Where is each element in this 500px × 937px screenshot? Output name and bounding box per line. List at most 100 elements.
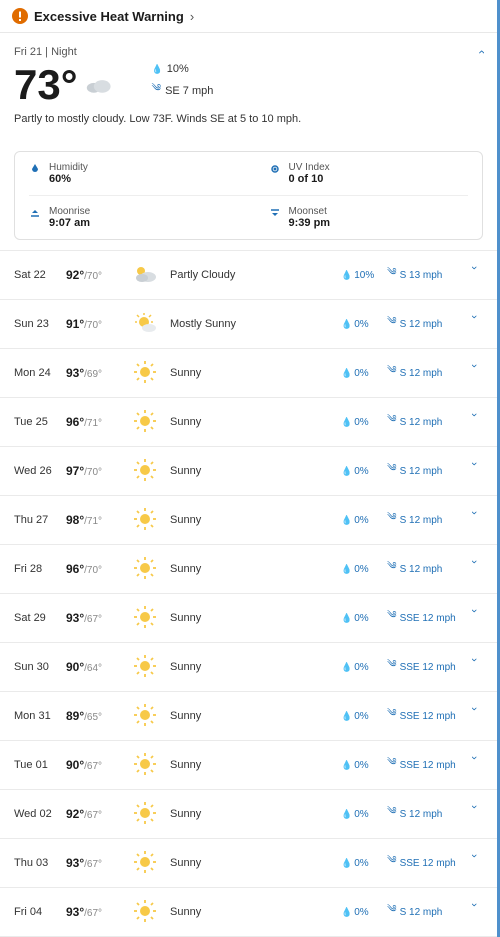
day-temps: 93°/67° xyxy=(66,905,128,919)
moonrise-item: Moonrise 9:07 am xyxy=(29,206,229,229)
condition-icon xyxy=(132,850,158,877)
expand-icon[interactable]: › xyxy=(468,413,480,431)
wind: ༄S 12 mph xyxy=(387,898,461,926)
raindrop-icon: 💧 xyxy=(341,662,352,673)
day-row[interactable]: Thu 0393°/67°Sunny💧0%༄SSE 12 mph› xyxy=(0,839,497,888)
expand-icon[interactable]: › xyxy=(468,462,480,480)
day-row[interactable]: Tue 0190°/67°Sunny💧0%༄SSE 12 mph› xyxy=(0,741,497,790)
day-label: Fri 28 xyxy=(14,563,62,575)
day-row[interactable]: Wed 2697°/70°Sunny💧0%༄S 12 mph› xyxy=(0,447,497,496)
day-label: Thu 27 xyxy=(14,514,62,526)
expand-icon[interactable]: › xyxy=(468,903,480,921)
day-temps: 96°/70° xyxy=(66,562,128,576)
expand-icon[interactable]: › xyxy=(468,805,480,823)
day-label: Sat 22 xyxy=(14,269,62,281)
wind-icon: ༄ xyxy=(387,261,397,289)
day-label: Sat 29 xyxy=(14,612,62,624)
day-temps: 96°/71° xyxy=(66,415,128,429)
expand-icon[interactable]: › xyxy=(468,364,480,382)
expand-icon[interactable]: › xyxy=(468,658,480,676)
raindrop-icon: 💧 xyxy=(341,270,352,281)
day-temps: 92°/67° xyxy=(66,807,128,821)
day-label: Mon 24 xyxy=(14,367,62,379)
wind-icon: ༄ xyxy=(387,653,397,681)
wind-icon: ༄ xyxy=(387,702,397,730)
uv-icon xyxy=(269,163,281,175)
wind-icon: ༄ xyxy=(387,310,397,338)
day-row[interactable]: Sun 3090°/64°Sunny💧0%༄SSE 12 mph› xyxy=(0,643,497,692)
expand-icon[interactable]: › xyxy=(468,315,480,333)
wind: ༄SSE 12 mph xyxy=(387,849,461,877)
precip: 💧0% xyxy=(341,662,383,673)
day-label: Sun 23 xyxy=(14,318,62,330)
day-row[interactable]: Mon 3189°/65°Sunny💧0%༄SSE 12 mph› xyxy=(0,692,497,741)
day-label: Tue 25 xyxy=(14,416,62,428)
wind: ༄S 12 mph xyxy=(387,359,461,387)
collapse-icon[interactable]: › xyxy=(474,50,488,54)
day-label: Wed 02 xyxy=(14,808,62,820)
alert-bar[interactable]: Excessive Heat Warning › xyxy=(0,0,497,33)
moonset-icon xyxy=(269,207,281,219)
wind-icon: ༄ xyxy=(387,604,397,632)
raindrop-icon: 💧 xyxy=(341,613,352,624)
day-label: Sun 30 xyxy=(14,661,62,673)
day-label: Thu 03 xyxy=(14,857,62,869)
expand-icon[interactable]: › xyxy=(468,266,480,284)
expand-icon[interactable]: › xyxy=(468,511,480,529)
wind: ༄S 12 mph xyxy=(387,408,461,436)
tonight-label: Fri 21 | Night xyxy=(14,46,77,58)
day-temps: 93°/67° xyxy=(66,611,128,625)
condition-text: Sunny xyxy=(164,661,337,673)
raindrop-icon: 💧 xyxy=(341,858,352,869)
condition-text: Partly Cloudy xyxy=(164,269,337,281)
expand-icon[interactable]: › xyxy=(468,609,480,627)
tonight-mini-stats: 💧10% ༄SE 7 mph xyxy=(152,63,214,107)
wind-icon: ༄ xyxy=(387,408,397,436)
condition-text: Sunny xyxy=(164,465,337,477)
condition-icon xyxy=(132,801,158,828)
precip: 💧10% xyxy=(341,270,383,281)
raindrop-icon: 💧 xyxy=(341,809,352,820)
tonight-narrative: Partly to mostly cloudy. Low 73F. Winds … xyxy=(14,113,483,125)
day-row[interactable]: Thu 2798°/71°Sunny💧0%༄S 12 mph› xyxy=(0,496,497,545)
wind: ༄S 12 mph xyxy=(387,310,461,338)
condition-icon xyxy=(132,360,158,387)
expand-icon[interactable]: › xyxy=(468,756,480,774)
condition-text: Sunny xyxy=(164,710,337,722)
day-row[interactable]: Fri 2896°/70°Sunny💧0%༄S 12 mph› xyxy=(0,545,497,594)
precip: 💧0% xyxy=(341,319,383,330)
wind-icon: ༄ xyxy=(387,751,397,779)
day-label: Fri 04 xyxy=(14,906,62,918)
humidity-item: Humidity 60% xyxy=(29,162,229,185)
condition-text: Sunny xyxy=(164,514,337,526)
day-label: Wed 26 xyxy=(14,465,62,477)
chevron-right-icon: › xyxy=(190,9,194,24)
alert-text: Excessive Heat Warning xyxy=(34,9,184,24)
wind: ༄S 12 mph xyxy=(387,457,461,485)
day-row[interactable]: Sat 2993°/67°Sunny💧0%༄SSE 12 mph› xyxy=(0,594,497,643)
day-row[interactable]: Sun 2391°/70°Mostly Sunny💧0%༄S 12 mph› xyxy=(0,300,497,349)
expand-icon[interactable]: › xyxy=(468,560,480,578)
wind: ༄SSE 12 mph xyxy=(387,604,461,632)
expand-icon[interactable]: › xyxy=(468,854,480,872)
expand-icon[interactable]: › xyxy=(468,707,480,725)
precip: 💧0% xyxy=(341,417,383,428)
wind: ༄S 12 mph xyxy=(387,800,461,828)
day-temps: 89°/65° xyxy=(66,709,128,723)
alert-icon xyxy=(12,8,28,24)
day-row[interactable]: Wed 0292°/67°Sunny💧0%༄S 12 mph› xyxy=(0,790,497,839)
wind-icon: ༄ xyxy=(387,457,397,485)
wind-icon: ༄ xyxy=(387,800,397,828)
tonight-panel: Fri 21 | Night › 73° 💧10% ༄SE 7 mph Part… xyxy=(0,33,497,139)
day-temps: 93°/69° xyxy=(66,366,128,380)
precip: 💧0% xyxy=(341,564,383,575)
condition-text: Sunny xyxy=(164,416,337,428)
condition-icon xyxy=(132,899,158,926)
day-row[interactable]: Mon 2493°/69°Sunny💧0%༄S 12 mph› xyxy=(0,349,497,398)
tonight-temp: 73° xyxy=(14,64,112,106)
day-row[interactable]: Fri 0493°/67°Sunny💧0%༄S 12 mph› xyxy=(0,888,497,937)
day-row[interactable]: Sat 2292°/70°Partly Cloudy💧10%༄S 13 mph› xyxy=(0,251,497,300)
day-temps: 97°/70° xyxy=(66,464,128,478)
day-row[interactable]: Tue 25 96°/71° Sunny 💧0% ༄S 12 mph › xyxy=(0,398,497,447)
details-box: Humidity 60% UV Index 0 of 10 Moonrise 9… xyxy=(14,151,483,240)
